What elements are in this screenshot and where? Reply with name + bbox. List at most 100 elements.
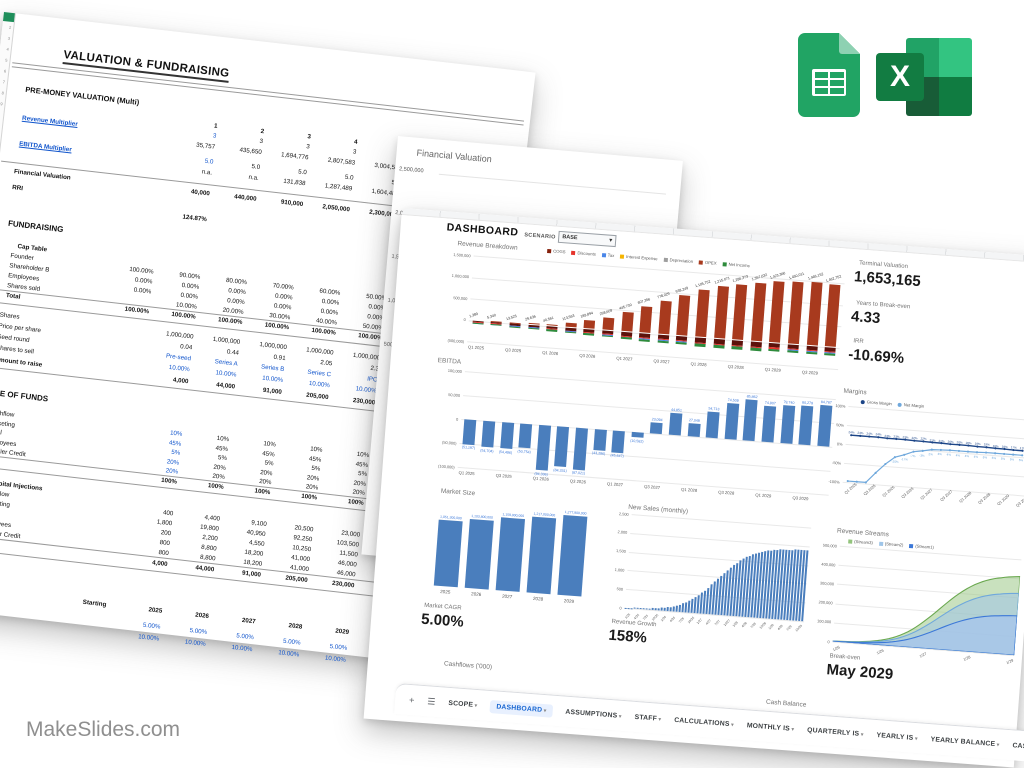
table-cell: 2,050,000 (322, 203, 351, 214)
axis-tick-label: Q3 2029 (792, 495, 809, 502)
table-cell: 10.00% (168, 363, 191, 374)
table-cell: 91,000 (262, 386, 283, 396)
table-cell: 1,000,000 (305, 346, 334, 357)
sheet-tab-cashflow[interactable]: CASHFLOW ▾ (1012, 741, 1024, 752)
gridline (471, 276, 843, 306)
axis-tick-label: Q1 2025 (467, 344, 485, 351)
stacked-bar (824, 283, 841, 348)
stacked-bar (806, 282, 823, 347)
axis-tick-label: (50,000) (441, 439, 457, 446)
sheet-tab-assumptions[interactable]: ASSUMPTIONS ▾ (565, 708, 622, 720)
scenario-dropdown[interactable]: BASE ▾ (557, 230, 617, 248)
google-sheets-icon (798, 33, 860, 117)
table-cell: 10.00% (308, 379, 331, 390)
table-glyph (812, 69, 846, 96)
point-label: -17% (900, 457, 909, 462)
row-number: 6 (3, 68, 7, 74)
stacked-bar-negative (601, 335, 614, 338)
bar (705, 411, 720, 439)
axis-tick-label: (100,000) (437, 462, 455, 470)
legend-item: (Stream2) (878, 541, 904, 548)
all-sheets-menu-icon[interactable]: ☰ (427, 695, 436, 707)
excel-x-glyph: X (876, 53, 924, 101)
bar (724, 403, 739, 440)
kpi-label: Break-even (829, 653, 861, 662)
point-label: 17% (1010, 445, 1017, 450)
axis-tick-label: 50% (836, 421, 845, 428)
axis-tick-label: 500 (616, 585, 624, 592)
axis-tick-label: Q3 2026 (901, 486, 915, 500)
row-label: Employees (0, 437, 17, 448)
bar-value-label: 1,215,071 (713, 276, 730, 285)
sheet-tab-staff[interactable]: STAFF ▾ (634, 713, 662, 723)
sheet-tab-dashboard[interactable]: DASHBOARD ▾ (489, 699, 553, 718)
stacked-bar-negative (490, 324, 502, 326)
axis-tick-label: 400,000 (821, 561, 836, 568)
table-cell: 10.00% (324, 654, 347, 664)
table-cell: 44,000 (215, 381, 236, 391)
sheet-tab-yearly-balance[interactable]: YEARLY BALANCE ▾ (930, 735, 1000, 748)
table-cell: 0.44 (226, 348, 240, 357)
sheet-tab-scope[interactable]: SCOPE ▾ (448, 699, 478, 709)
table-cell: 5.0 (297, 168, 308, 177)
table-cell: 2027 (241, 616, 256, 626)
axis-tick-label: 0 (455, 416, 459, 422)
legend-swatch (909, 543, 914, 548)
watermark: MakeSlides.com (26, 718, 181, 741)
chart-title: Market Size (440, 487, 476, 498)
axis-tick-label: 1/27 (695, 617, 703, 625)
stacked-bar-negative (824, 352, 836, 356)
stacked-bar (639, 306, 653, 334)
table-cell: 1,000,000 (352, 351, 381, 362)
sheet-tab-quarterly-is[interactable]: QUARTERLY IS ▾ (806, 726, 864, 738)
table-cell: 10.00% (355, 385, 377, 395)
bar (779, 404, 795, 444)
dashboard-title: DASHBOARD (446, 221, 519, 239)
stacked-bar-negative (657, 340, 669, 344)
row-label: Starting (82, 598, 107, 609)
row-label: Employees (0, 518, 12, 530)
row-label: USE OF FUNDS (0, 387, 49, 404)
bar (572, 427, 588, 471)
bar-value-label: 113,563 (561, 313, 575, 321)
point-label: 17% (1019, 446, 1024, 451)
legend-item: Tax (601, 252, 614, 258)
axis-tick-label: 1,500,000 (453, 251, 471, 258)
axis-tick-label: 7/27 (713, 619, 721, 627)
legend-item: Net Margin (897, 402, 924, 409)
add-sheet-button[interactable]: + (408, 694, 415, 706)
legend-item: (Stream3) (848, 538, 873, 545)
table-cell: 2.3 (370, 364, 380, 373)
stacked-bar (658, 300, 672, 335)
sheet-tab-calculations[interactable]: CALCULATIONS ▾ (673, 716, 735, 728)
sheet-tab-yearly-is[interactable]: YEARLY IS ▾ (876, 731, 918, 742)
gridline (468, 319, 840, 349)
point-label: 4% (964, 453, 970, 459)
stacked-bar (787, 281, 804, 345)
legend-item: OPEX (698, 259, 717, 266)
table-cell: 35,757 (195, 141, 216, 151)
stacked-bar-negative (509, 325, 521, 328)
sheet-tab-monthly-is[interactable]: MONTHLY IS ▾ (746, 721, 795, 733)
table-cell: 2.05 (319, 359, 333, 368)
kpi-value: 5.00% (420, 610, 465, 631)
point-label: 22% (920, 436, 927, 442)
cashflows-chart-title: Cashflows ('000) (443, 660, 493, 672)
bar (636, 608, 639, 609)
chart-title: Financial Valuation (416, 147, 493, 165)
bar (518, 423, 533, 449)
axis-tick-label: 1/29 (767, 623, 775, 631)
axis-tick-label: 200,000 (818, 599, 833, 606)
point-label: 5% (1009, 456, 1015, 462)
point-label: 19% (974, 441, 981, 447)
axis-tick-label: 500,000 (822, 542, 838, 549)
axis-tick-label: 2025 (440, 588, 451, 595)
stacked-bar-negative (787, 350, 799, 354)
row-label: Revenue Multiplier (21, 114, 79, 129)
axis-tick-label: Q1 2026 (882, 485, 896, 498)
axis-tick-label: 0% (836, 440, 843, 447)
point-label: 24% (875, 432, 882, 437)
axis-tick-label: 100% (835, 402, 846, 409)
legend-item: Discounts (571, 250, 596, 257)
point-label: 4% (946, 452, 952, 457)
